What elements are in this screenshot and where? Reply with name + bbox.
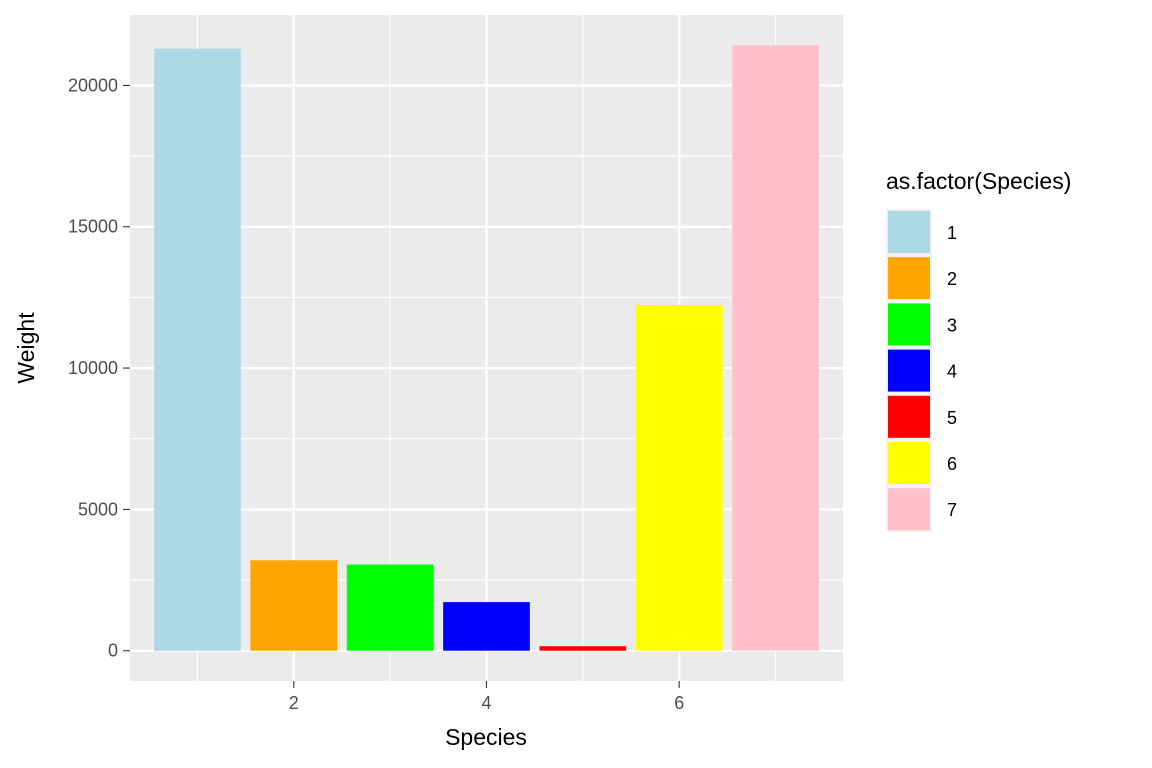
legend-label-4: 4: [947, 362, 957, 382]
y-tick-label: 15000: [68, 217, 118, 237]
legend-swatch-6: [888, 442, 930, 484]
legend-swatch-1: [888, 211, 930, 253]
x-tick-label: 2: [289, 693, 299, 713]
y-axis-title: Weight: [13, 312, 39, 384]
legend-swatch-3: [888, 303, 930, 346]
y-tick-label: 5000: [78, 499, 118, 519]
legend-label-5: 5: [947, 408, 957, 428]
legend-swatch-7: [888, 488, 930, 531]
legend-label-7: 7: [947, 500, 957, 520]
x-tick-label: 6: [674, 693, 684, 713]
y-tick-label: 20000: [68, 75, 118, 95]
y-tick-label: 10000: [68, 358, 118, 378]
legend-label-3: 3: [947, 315, 957, 335]
bar-species-2: [250, 560, 338, 651]
x-axis: 2 4 6: [289, 681, 684, 713]
bar-species-5: [539, 646, 627, 651]
legend-title: as.factor(Species): [886, 168, 1071, 194]
bars: [154, 45, 819, 651]
legend-swatch-2: [888, 257, 930, 300]
legend-swatch-4: [888, 349, 930, 392]
x-axis-title: Species: [445, 724, 527, 750]
bar-species-4: [443, 602, 530, 651]
x-tick-label: 4: [481, 693, 491, 713]
legend: as.factor(Species) 1 2 3 4 5 6 7: [886, 168, 1071, 533]
bar-species-3: [346, 564, 434, 651]
y-tick-label: 0: [108, 641, 118, 661]
legend-label-2: 2: [947, 269, 957, 289]
bar-species-6: [635, 305, 723, 651]
legend-label-6: 6: [947, 454, 957, 474]
bar-species-1: [154, 48, 241, 651]
y-axis: 0 5000 10000 15000 20000: [68, 75, 130, 661]
legend-swatch-5: [888, 395, 930, 438]
bar-species-7: [732, 45, 819, 651]
legend-label-1: 1: [947, 223, 957, 243]
